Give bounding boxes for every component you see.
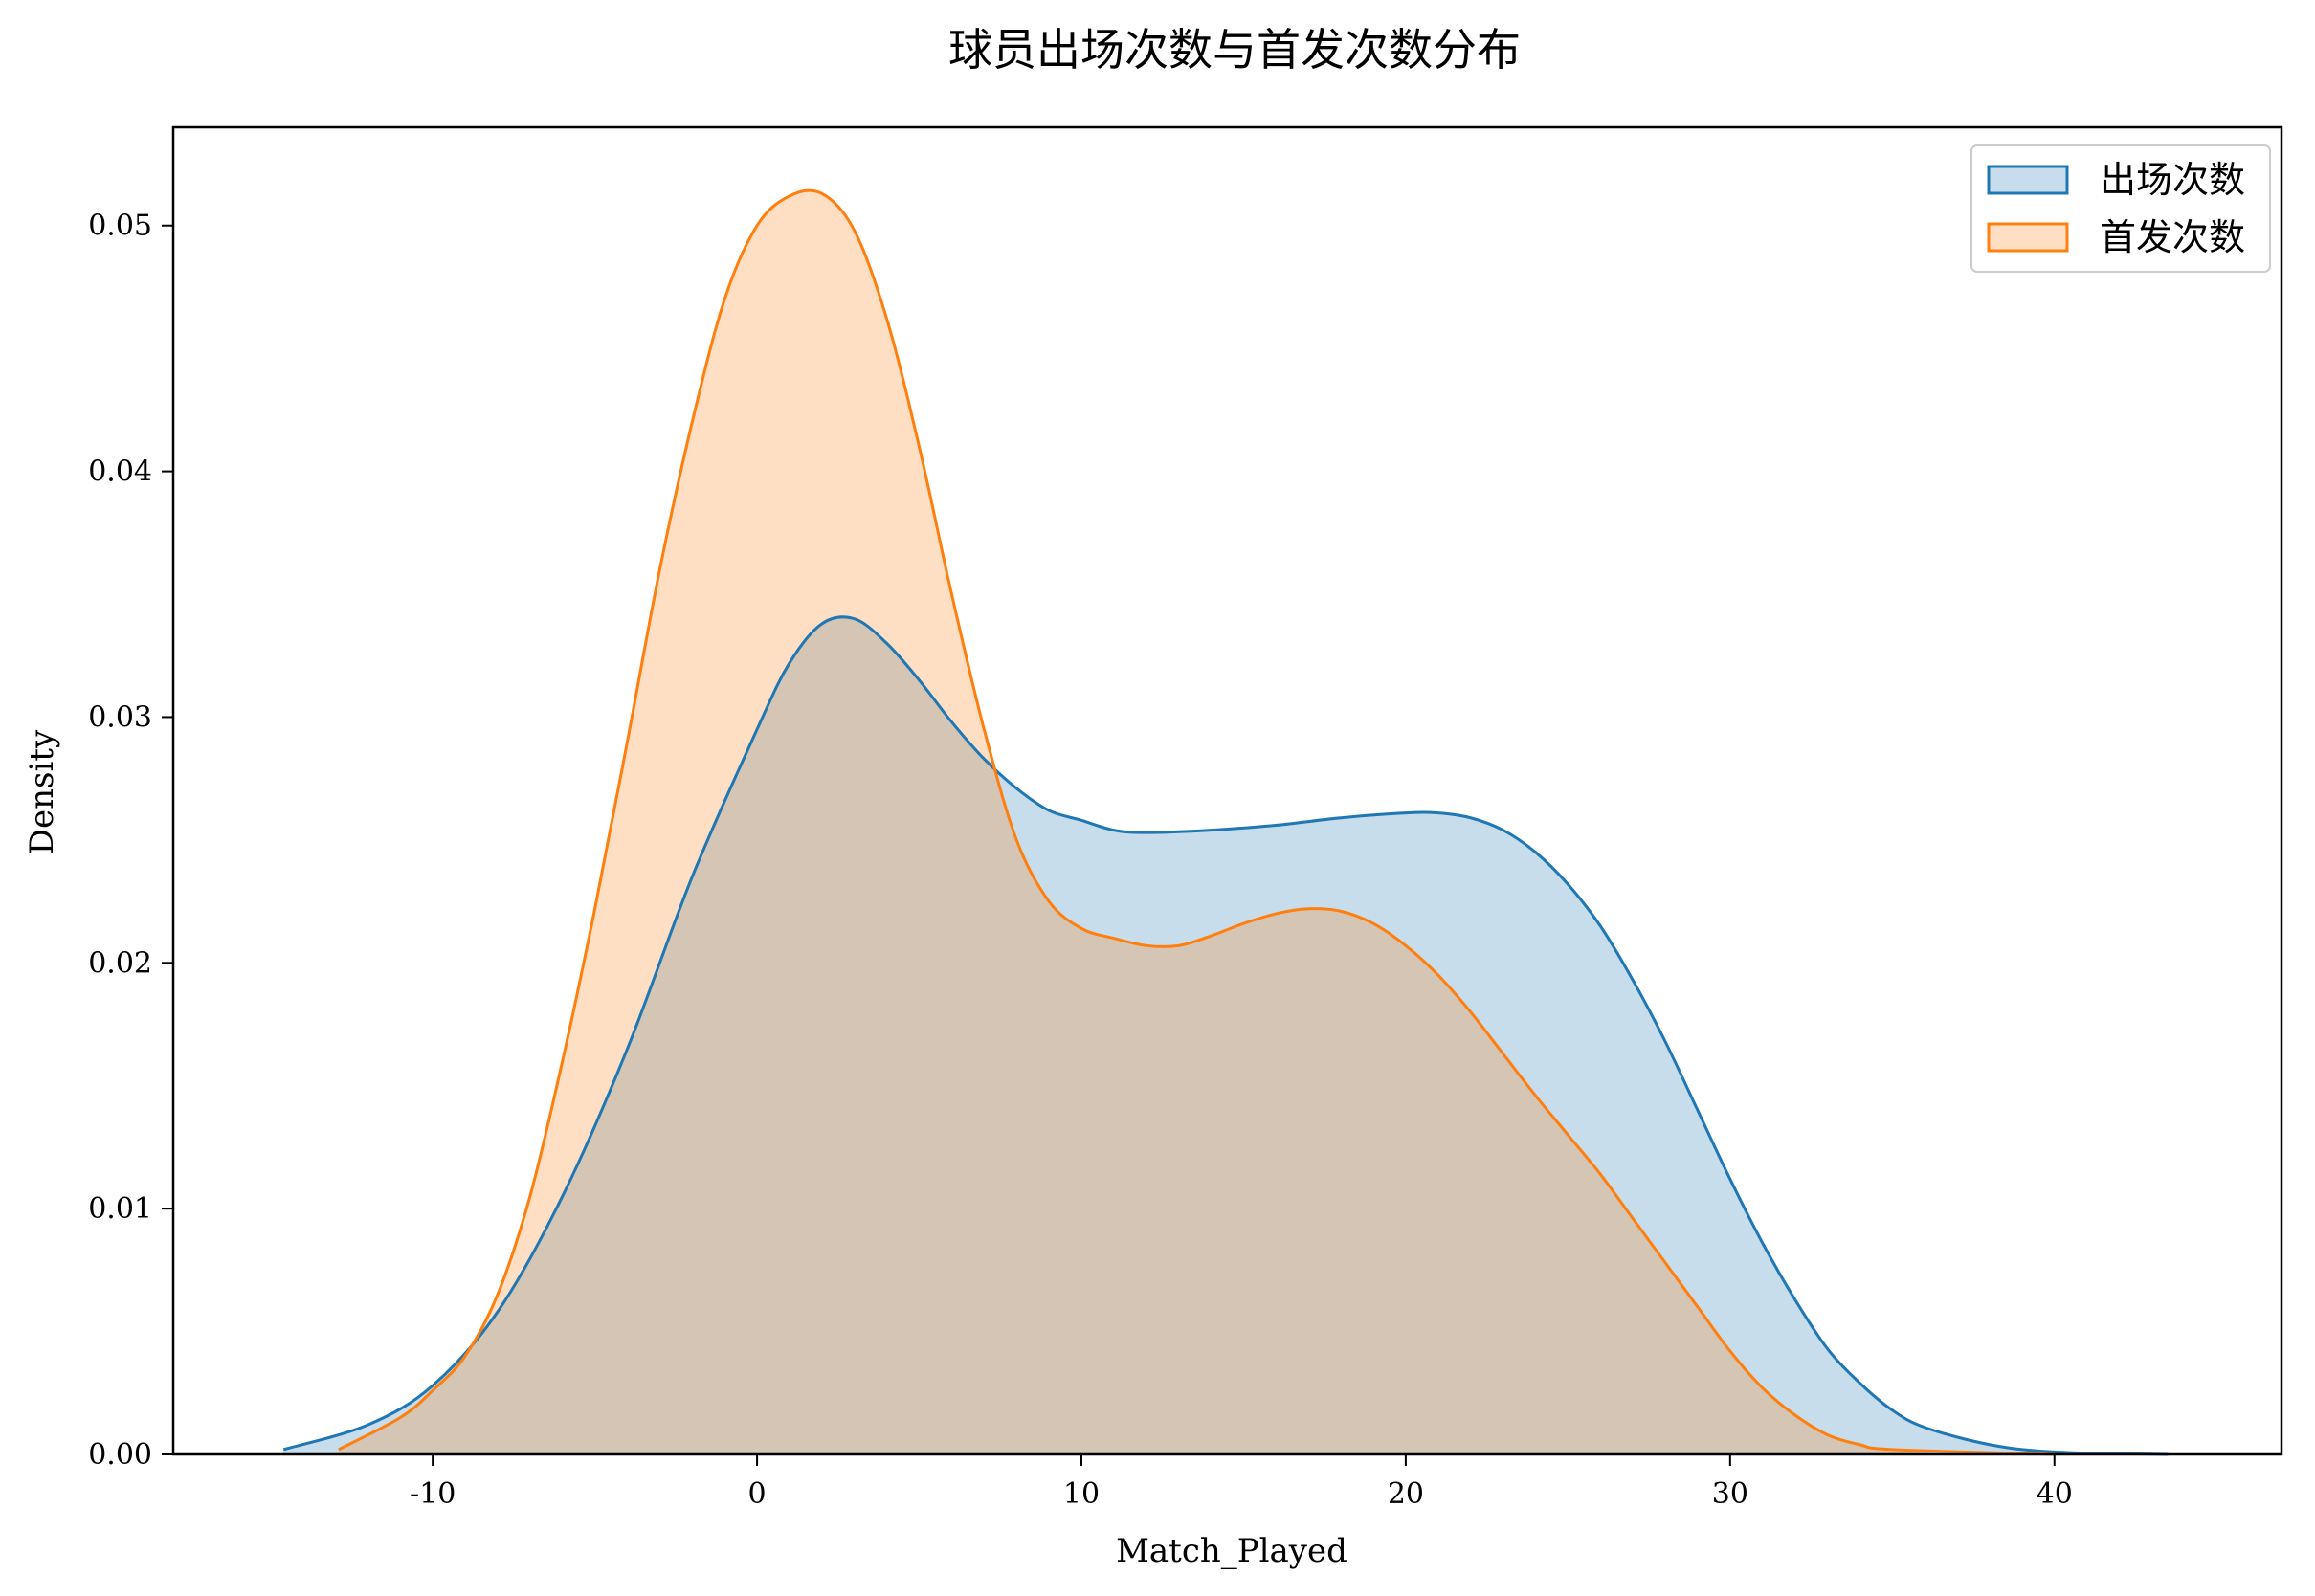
x-tick-label: 20 xyxy=(1388,1477,1424,1511)
y-axis: 0.00 0.01 0.02 0.03 0.04 0.05 xyxy=(88,210,173,1472)
y-tick-label: 0.05 xyxy=(88,210,152,243)
x-tick-label: 30 xyxy=(1712,1477,1748,1511)
y-tick-label: 0.01 xyxy=(88,1192,152,1226)
legend-label: 首发次数 xyxy=(2100,216,2245,258)
y-tick-label: 0.00 xyxy=(88,1438,152,1472)
legend-swatch xyxy=(1987,222,2069,253)
y-axis-label: Density xyxy=(23,729,61,854)
x-tick-label: 0 xyxy=(748,1477,767,1511)
x-axis-label: Match_Played xyxy=(1116,1532,1347,1570)
x-tick-label: 40 xyxy=(2037,1477,2073,1511)
legend-box xyxy=(1970,144,2271,273)
kde-area-series-2 xyxy=(338,190,2055,1454)
plot-fills xyxy=(283,190,2169,1454)
y-tick-label: 0.03 xyxy=(88,700,152,734)
plot-frame xyxy=(171,125,2283,1456)
kde-line-series-1 xyxy=(282,615,2169,1456)
legend-swatch xyxy=(1987,165,2069,195)
kde-area-series-1 xyxy=(283,616,2169,1454)
y-tick-label: 0.02 xyxy=(88,946,152,980)
chart-title: 球员出场次数与首发次数分布 xyxy=(948,24,1521,76)
x-tick-label: 10 xyxy=(1063,1477,1100,1511)
x-axis: -10 0 10 20 30 40 xyxy=(410,1454,2073,1511)
x-tick-label: -10 xyxy=(410,1477,456,1511)
plot-lines xyxy=(282,188,2169,1456)
y-tick-label: 0.04 xyxy=(88,455,152,489)
kde-line-series-2 xyxy=(338,188,2055,1456)
legend-label: 出场次数 xyxy=(2100,159,2245,201)
